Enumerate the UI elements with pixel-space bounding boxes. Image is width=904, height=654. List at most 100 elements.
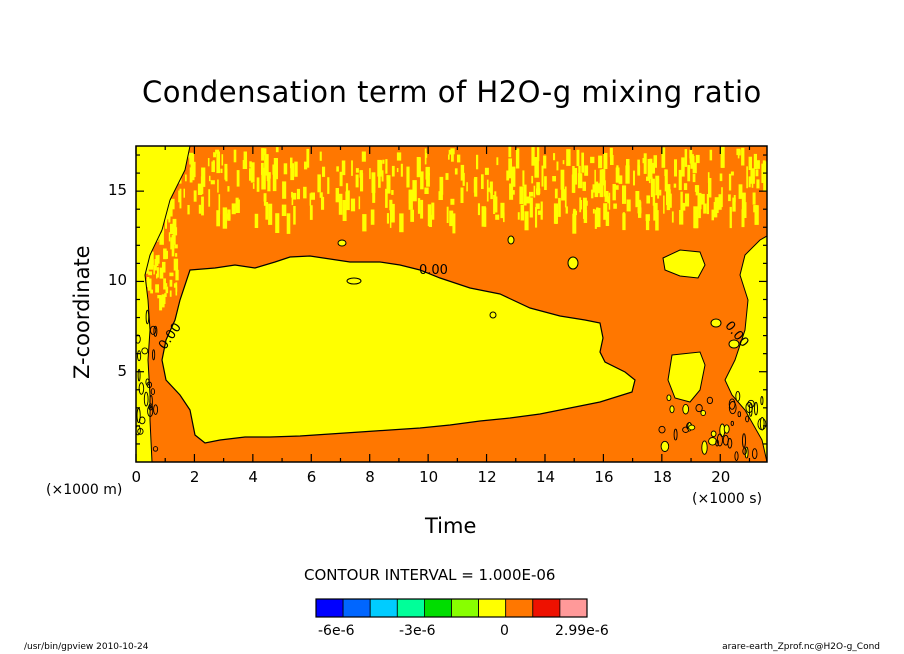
noise-streak	[385, 159, 388, 174]
noise-streak	[160, 296, 165, 308]
noise-streak	[599, 182, 604, 198]
colorbar-swatch	[478, 598, 507, 618]
noise-streak	[156, 273, 158, 279]
noise-streak	[261, 148, 265, 161]
noise-streak	[564, 186, 567, 208]
noise-streak	[520, 204, 525, 221]
noise-streak	[762, 160, 766, 176]
noise-streak	[647, 162, 652, 178]
noise-streak	[236, 170, 240, 187]
colorbar-swatch	[342, 598, 371, 618]
noise-streak	[164, 216, 167, 229]
noise-streak	[666, 193, 671, 211]
x-tick-label: 20	[711, 468, 731, 486]
noise-streak	[213, 152, 217, 158]
footer-right: arare-earth_Zprof.nc@H2O-g_Cond	[722, 642, 880, 652]
noise-streak	[391, 165, 395, 177]
noise-contour	[700, 409, 706, 417]
noise-contour	[701, 440, 708, 455]
noise-streak	[618, 175, 623, 184]
colorbar-label: 0	[500, 623, 509, 639]
noise-streak	[345, 191, 350, 207]
main-yellow-region	[161, 255, 636, 444]
noise-streak	[175, 282, 178, 292]
noise-streak	[729, 206, 732, 229]
noise-streak	[207, 158, 210, 167]
noise-streak	[420, 171, 424, 190]
noise-streak	[639, 199, 641, 205]
noise-streak	[399, 213, 404, 233]
noise-streak	[317, 174, 321, 193]
noise-streak	[178, 190, 181, 203]
noise-streak	[389, 209, 392, 228]
noise-streak	[526, 196, 531, 204]
noise-streak	[664, 169, 668, 192]
noise-streak	[252, 183, 255, 189]
noise-streak	[517, 212, 520, 220]
noise-contour	[742, 433, 746, 448]
plot-frame	[135, 145, 768, 463]
x-axis-unit: (×1000 s)	[692, 491, 763, 507]
y-tick-label: 5	[117, 361, 128, 380]
noise-streak	[603, 152, 608, 169]
noise-streak	[692, 173, 696, 183]
contour-interval: CONTOUR INTERVAL = 1.000E-06	[304, 566, 556, 584]
noise-streak	[680, 191, 683, 214]
x-tick-label: 12	[477, 468, 497, 486]
noise-streak	[358, 196, 361, 210]
colorbar-swatch	[396, 598, 425, 618]
noise-streak	[425, 153, 428, 158]
noise-streak	[319, 192, 323, 198]
axis-ticks	[135, 146, 767, 462]
noise-streak	[523, 184, 527, 206]
x-tick-label: 16	[594, 468, 614, 486]
noise-streak	[679, 210, 684, 225]
noise-streak	[157, 267, 159, 278]
noise-streak	[481, 206, 486, 227]
noise-contour	[666, 394, 672, 402]
noise-streak	[609, 147, 613, 158]
noise-streak	[562, 160, 565, 165]
noise-streak	[457, 154, 461, 163]
noise-streak	[693, 206, 698, 229]
y-axis-unit: (×1000 m)	[46, 482, 123, 498]
noise-streak	[565, 206, 568, 214]
noise-streak	[275, 147, 279, 153]
noise-streak	[508, 158, 512, 179]
noise-streak	[741, 192, 746, 210]
noise-streak	[590, 156, 595, 164]
x-tick-label: 14	[535, 468, 556, 486]
colorbar-swatch	[532, 598, 561, 618]
noise-streak	[683, 183, 688, 190]
noise-streak	[543, 155, 547, 169]
noise-streak	[613, 203, 617, 209]
noise-streak	[616, 165, 619, 170]
noise-streak	[335, 188, 339, 203]
noise-streak	[583, 197, 587, 219]
noise-streak	[169, 199, 173, 217]
noise-streak	[208, 189, 211, 207]
noise-streak	[635, 191, 640, 208]
noise-streak	[509, 183, 514, 200]
noise-streak	[577, 173, 583, 189]
noise-streak	[173, 283, 176, 288]
noise-streak	[189, 152, 194, 165]
noise-streak	[272, 164, 276, 175]
x-tick-label: 6	[306, 468, 317, 486]
colorbar-label: 2.99e-6	[555, 623, 609, 639]
noise-contour	[658, 425, 666, 434]
noise-streak	[425, 167, 428, 180]
noise-streak	[281, 204, 287, 216]
noise-streak	[500, 202, 505, 219]
noise-streak	[162, 261, 166, 273]
noise-streak	[216, 151, 220, 174]
noise-streak	[292, 192, 297, 200]
noise-streak	[309, 193, 312, 206]
noise-streak	[474, 177, 478, 197]
noise-streak	[412, 180, 417, 202]
noise-streak	[410, 209, 414, 222]
noise-streak	[386, 213, 389, 224]
noise-streak	[211, 161, 215, 172]
noise-streak	[556, 161, 559, 171]
noise-contour	[152, 446, 159, 452]
